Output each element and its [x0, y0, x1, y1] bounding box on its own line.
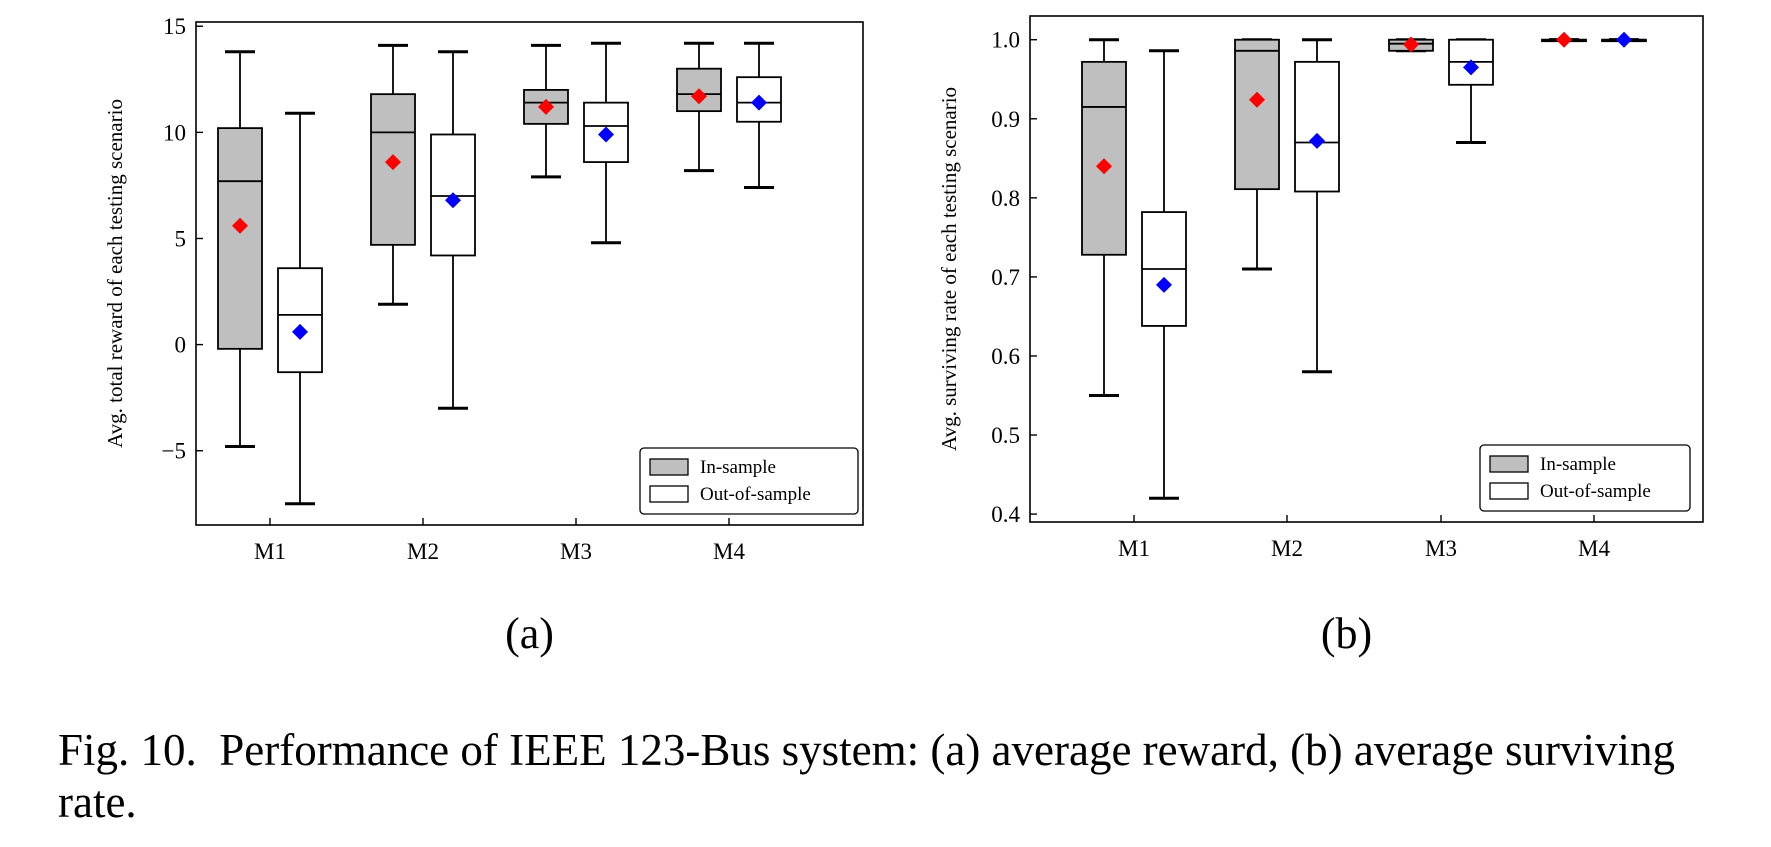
mean-marker — [598, 126, 614, 143]
mean-marker — [1616, 31, 1632, 48]
legend-frame — [1479, 444, 1691, 512]
chart-panel-b: 0.4 0.5 0.6 0.7 0.8 0.9 1.0 M1 M2 M3 M4 Avg. surviv… — [937, 15, 1704, 658]
y-tick-label: 15 — [163, 14, 186, 39]
box-out-of-sample-m2 — [1294, 38, 1340, 374]
mean-marker — [1156, 276, 1172, 293]
x-tick-label: M3 — [560, 539, 592, 564]
box-in-sample-m1 — [217, 50, 263, 448]
box-in-sample-m2 — [370, 43, 416, 306]
mean-marker — [292, 323, 308, 340]
box-in-sample-m3 — [523, 43, 569, 179]
mean-marker — [1249, 91, 1265, 108]
panel-label: (b) — [1321, 609, 1372, 658]
box-out-of-sample-m4 — [736, 41, 782, 190]
plot-frame — [195, 21, 864, 526]
y-tick-label: 0.6 — [991, 344, 1020, 369]
mean-marker — [538, 98, 554, 115]
box-iqr — [370, 93, 416, 246]
mean-marker — [445, 192, 461, 209]
box-out-of-sample-m3 — [583, 41, 629, 245]
legend-label: Out-of-sample — [700, 484, 811, 505]
y-axis-label: Avg. total reward of each testing scenar… — [103, 99, 127, 448]
legend: In-sample Out-of-sample — [1479, 444, 1691, 512]
mean-marker — [1463, 59, 1479, 76]
y-tick-label: 10 — [163, 120, 186, 145]
mean-marker — [751, 94, 767, 111]
box-out-of-sample-m2 — [430, 50, 476, 410]
legend-swatch — [649, 485, 689, 503]
y-tick-label: 5 — [175, 226, 187, 251]
caption-text: Performance of IEEE 123-Bus system: (a) … — [58, 725, 1675, 827]
box-in-sample-m2 — [1234, 38, 1280, 271]
x-tick-label: M1 — [1118, 536, 1150, 561]
y-tick-label: 1.0 — [991, 28, 1020, 53]
x-tick-label: M3 — [1425, 536, 1457, 561]
y-axis-label: Avg. surviving rate of each testing scen… — [937, 87, 961, 451]
box-out-of-sample-m4 — [1601, 31, 1647, 48]
legend-swatch — [1489, 482, 1529, 500]
mean-marker — [1096, 158, 1112, 175]
box-iqr — [1294, 60, 1340, 193]
chart-panel-a: −5 0 5 10 15 M1 M2 M3 M4 Avg. total reward of eac… — [103, 14, 864, 658]
y-tick-label: 0.8 — [991, 186, 1020, 211]
y-tick-label: 0.9 — [991, 107, 1020, 132]
panel-label: (a) — [505, 609, 554, 658]
x-tick-label: M2 — [407, 539, 439, 564]
y-tick-label: −5 — [162, 439, 186, 464]
plot-frame — [1029, 15, 1704, 523]
legend-swatch — [1489, 455, 1529, 473]
box-iqr — [277, 267, 323, 374]
box-in-sample-m4 — [676, 41, 722, 173]
legend-label: In-sample — [1540, 454, 1616, 475]
figure-caption: Fig. 10. Performance of IEEE 123-Bus sys… — [58, 724, 1738, 828]
mean-marker — [691, 88, 707, 105]
y-tick-label: 0.7 — [991, 265, 1020, 290]
legend-label: Out-of-sample — [1540, 481, 1651, 502]
x-tick-label: M4 — [1578, 536, 1610, 561]
caption-label: Fig. 10. — [58, 725, 197, 775]
box-out-of-sample-m1 — [277, 111, 323, 506]
y-tick-label: 0.5 — [991, 423, 1020, 448]
box-iqr — [430, 133, 476, 257]
y-tick-label: 0.4 — [991, 502, 1020, 527]
mean-marker — [1309, 132, 1325, 149]
mean-marker — [1556, 31, 1572, 48]
mean-marker — [232, 217, 248, 234]
box-in-sample-m4 — [1541, 31, 1587, 48]
figure-charts: −5 0 5 10 15 M1 M2 M3 M4 Avg. total reward of eac… — [103, 14, 1704, 658]
mean-marker — [385, 154, 401, 171]
mean-marker — [1403, 36, 1419, 53]
box-out-of-sample-m3 — [1448, 38, 1494, 144]
box-in-sample-m1 — [1081, 38, 1127, 397]
x-tick-label: M4 — [713, 539, 745, 564]
x-tick-label: M1 — [254, 539, 286, 564]
box-iqr — [217, 127, 263, 350]
legend-frame — [639, 447, 859, 515]
x-tick-label: M2 — [1271, 536, 1303, 561]
box-iqr — [1234, 38, 1280, 191]
legend-label: In-sample — [700, 457, 776, 478]
y-tick-label: 0 — [175, 333, 187, 358]
legend-swatch — [649, 458, 689, 476]
legend: In-sample Out-of-sample — [639, 447, 859, 515]
box-in-sample-m3 — [1388, 36, 1434, 53]
box-out-of-sample-m1 — [1141, 49, 1187, 500]
